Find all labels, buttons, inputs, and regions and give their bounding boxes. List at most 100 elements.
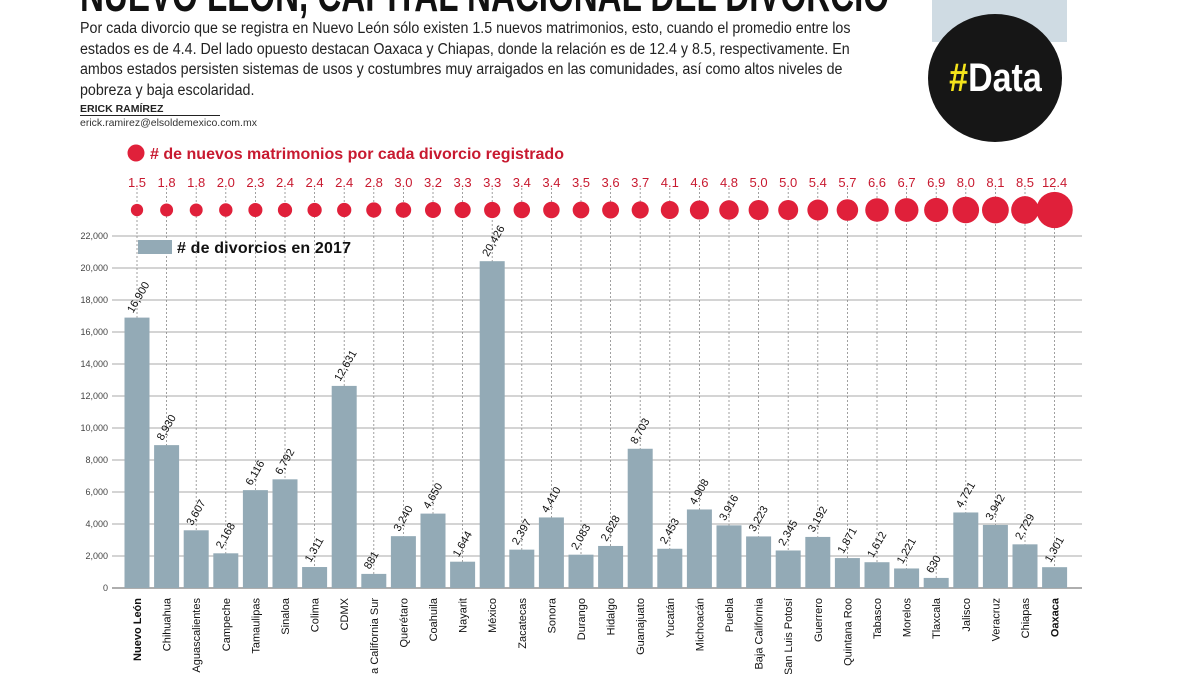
bar-Veracruz: [982, 524, 1008, 588]
ratio-dot-Colima: [307, 202, 322, 218]
ratio-dot-Baja California: [748, 200, 769, 220]
ratio-dot-Veracruz: [981, 196, 1009, 224]
category-label: Sonora: [546, 597, 558, 633]
bar-Yucatán: [657, 548, 683, 588]
legend-ratio-label: # de nuevos matrimonios por cada divorci…: [150, 146, 564, 163]
author-name: ERICK RAMÍREZ: [80, 103, 220, 116]
bar-value-label: 1,644: [451, 529, 475, 559]
bar-value-label: 4,721: [954, 480, 978, 510]
ratio-dot-Tabasco: [865, 198, 889, 222]
bar-value-label: 1,301: [1043, 535, 1067, 565]
bar-Quintana Roo: [834, 558, 860, 588]
bar-Oaxaca: [1042, 567, 1068, 588]
category-label: Morelos: [902, 598, 914, 638]
ratio-dot-Yucatán: [660, 200, 679, 220]
bar-value-label: 2,168: [214, 521, 238, 551]
ratio-dot-Hidalgo: [602, 201, 620, 219]
category-label: Durango: [576, 598, 588, 640]
ratio-dot-Quintana Roo: [836, 199, 859, 221]
category-label: San Luis Potosí: [783, 598, 795, 674]
ratio-value-label: 5.0: [750, 175, 768, 190]
ratio-dot-Tamaulipas: [248, 202, 263, 218]
ratio-value-label: 2.4: [335, 175, 353, 190]
category-label: Sinaloa: [280, 597, 292, 635]
bar-value-label: 2,453: [658, 516, 682, 546]
bar-Tamaulipas: [242, 490, 268, 588]
ratio-value-label: 2.4: [276, 175, 294, 190]
ratio-value-label: 2.3: [246, 175, 264, 190]
category-label: México: [487, 598, 499, 633]
category-label: Jalisco: [961, 598, 973, 632]
bar-value-label: 2,397: [510, 517, 534, 547]
bar-value-label: 3,942: [984, 493, 1008, 523]
bar-México: [479, 261, 505, 588]
bar-Nayarit: [450, 561, 476, 588]
category-label: Hidalgo: [606, 598, 618, 635]
bar-Tabasco: [864, 562, 890, 588]
category-label: CDMX: [339, 597, 351, 630]
ratio-dot-San Luis Potosí: [778, 200, 799, 220]
ratio-dot-Aguascalientes: [189, 203, 203, 217]
ratio-value-label: 5.0: [779, 175, 797, 190]
ratio-value-label: 6.7: [898, 175, 916, 190]
y-tick-label: 14,000: [80, 359, 108, 369]
bar-value-label: 20,426: [480, 224, 507, 259]
bar-CDMX: [331, 385, 357, 588]
category-label: Veracruz: [990, 598, 1002, 641]
category-label: Chihuahua: [162, 597, 174, 651]
category-label: Campeche: [221, 598, 233, 651]
ratio-value-label: 4.8: [720, 175, 738, 190]
ratio-dot-Puebla: [719, 200, 739, 220]
ratio-dot-Guanajuato: [631, 201, 649, 219]
bar-Nuevo León: [124, 317, 150, 588]
category-label: Puebla: [724, 597, 736, 632]
bar-San Luis Potosí: [775, 550, 801, 588]
bar-value-label: 3,916: [717, 493, 741, 523]
ratio-value-label: 3.4: [513, 175, 531, 190]
ratio-dot-Tlaxcala: [924, 197, 949, 223]
bar-Baja California Sur: [361, 573, 387, 588]
category-label: Nayarit: [458, 598, 470, 633]
bar-Guanajuato: [627, 448, 653, 588]
ratio-value-label: 6.6: [868, 175, 886, 190]
ratio-dot-Chihuahua: [160, 203, 174, 217]
category-label: Michoacán: [694, 598, 706, 651]
ratio-dot-Guerrero: [807, 199, 829, 221]
bar-Jalisco: [953, 512, 979, 588]
category-label: Tlaxcala: [931, 597, 943, 639]
bar-value-label: 630: [924, 554, 944, 576]
bar-value-label: 8,703: [628, 416, 652, 446]
ratio-dot-Durango: [572, 201, 590, 219]
bar-Tlaxcala: [923, 577, 949, 588]
y-tick-label: 8,000: [85, 455, 108, 465]
ratio-value-label: 1.8: [158, 175, 176, 190]
y-tick-label: 20,000: [80, 263, 108, 273]
bar-Puebla: [716, 525, 742, 588]
bar-Guerrero: [805, 536, 831, 588]
bar-value-label: 6,116: [244, 459, 268, 488]
bar-Campeche: [213, 553, 239, 588]
y-tick-label: 16,000: [80, 327, 108, 337]
bar-value-label: 4,650: [421, 481, 445, 511]
ratio-dot-Oaxaca: [1036, 191, 1073, 229]
ratio-value-label: 3.6: [602, 175, 620, 190]
ratio-value-label: 4.6: [690, 175, 708, 190]
data-badge-logo: #Data: [928, 14, 1062, 142]
legend-bar-label: # de divorcios en 2017: [177, 240, 351, 257]
category-label: Zacatecas: [517, 598, 529, 649]
bar-Coahuila: [420, 513, 446, 588]
ratio-value-label: 8.5: [1016, 175, 1034, 190]
bar-Durango: [568, 554, 594, 588]
bar-Aguascalientes: [183, 530, 209, 588]
ratio-value-label: 1.8: [187, 175, 205, 190]
y-tick-label: 12,000: [80, 391, 108, 401]
category-label: Nuevo León: [132, 598, 144, 661]
intro-paragraph: Por cada divorcio que se registra en Nue…: [80, 20, 851, 99]
bar-Zacatecas: [509, 549, 535, 588]
bar-value-label: 3,192: [806, 505, 830, 535]
bar-value-label: 2,345: [776, 518, 800, 548]
category-label: Coahuila: [428, 597, 440, 641]
bar-value-label: 1,311: [303, 535, 327, 564]
bar-Morelos: [894, 568, 920, 588]
